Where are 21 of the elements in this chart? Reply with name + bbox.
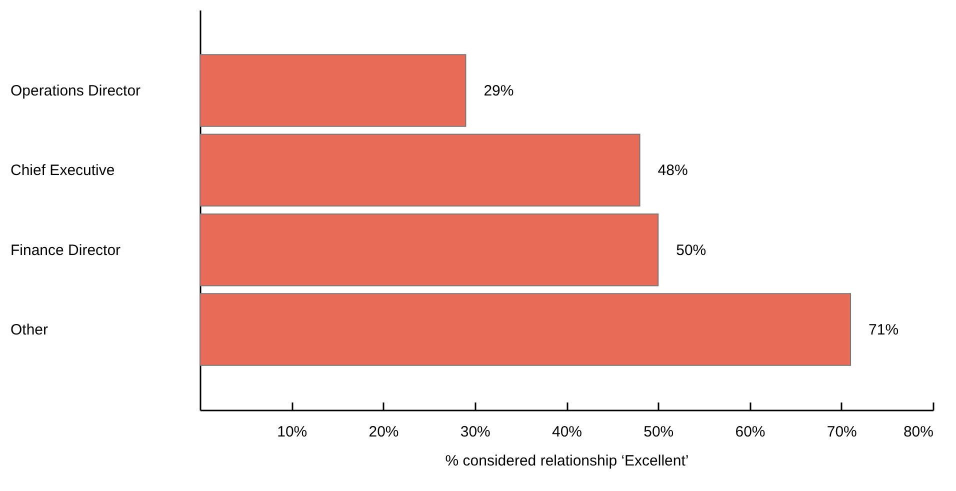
x-tick-label: 30%	[460, 424, 490, 440]
data-label: 48%	[658, 162, 688, 180]
data-label: 29%	[484, 82, 514, 100]
x-tick-label: 10%	[277, 424, 308, 440]
y-tick-label: Operations Director	[10, 82, 141, 100]
bar	[200, 134, 640, 207]
x-tick-label: 60%	[735, 424, 766, 440]
x-axis-title: % considered relationship ‘Excellent’	[445, 452, 689, 470]
y-tick-label: Other	[10, 322, 48, 339]
bar	[200, 213, 659, 286]
x-tick-label: 80%	[903, 424, 934, 440]
bar	[200, 54, 466, 127]
y-tick-label: Chief Executive	[10, 162, 115, 180]
y-tick-label: Finance Director	[10, 242, 121, 259]
x-tick-label: 50%	[644, 424, 674, 440]
data-label: 50%	[676, 242, 706, 259]
bar	[200, 293, 852, 366]
x-tick-label: 40%	[552, 424, 582, 440]
data-label: 71%	[868, 322, 899, 339]
x-tick-label: 20%	[368, 424, 399, 440]
x-tick-label: 70%	[826, 424, 857, 440]
